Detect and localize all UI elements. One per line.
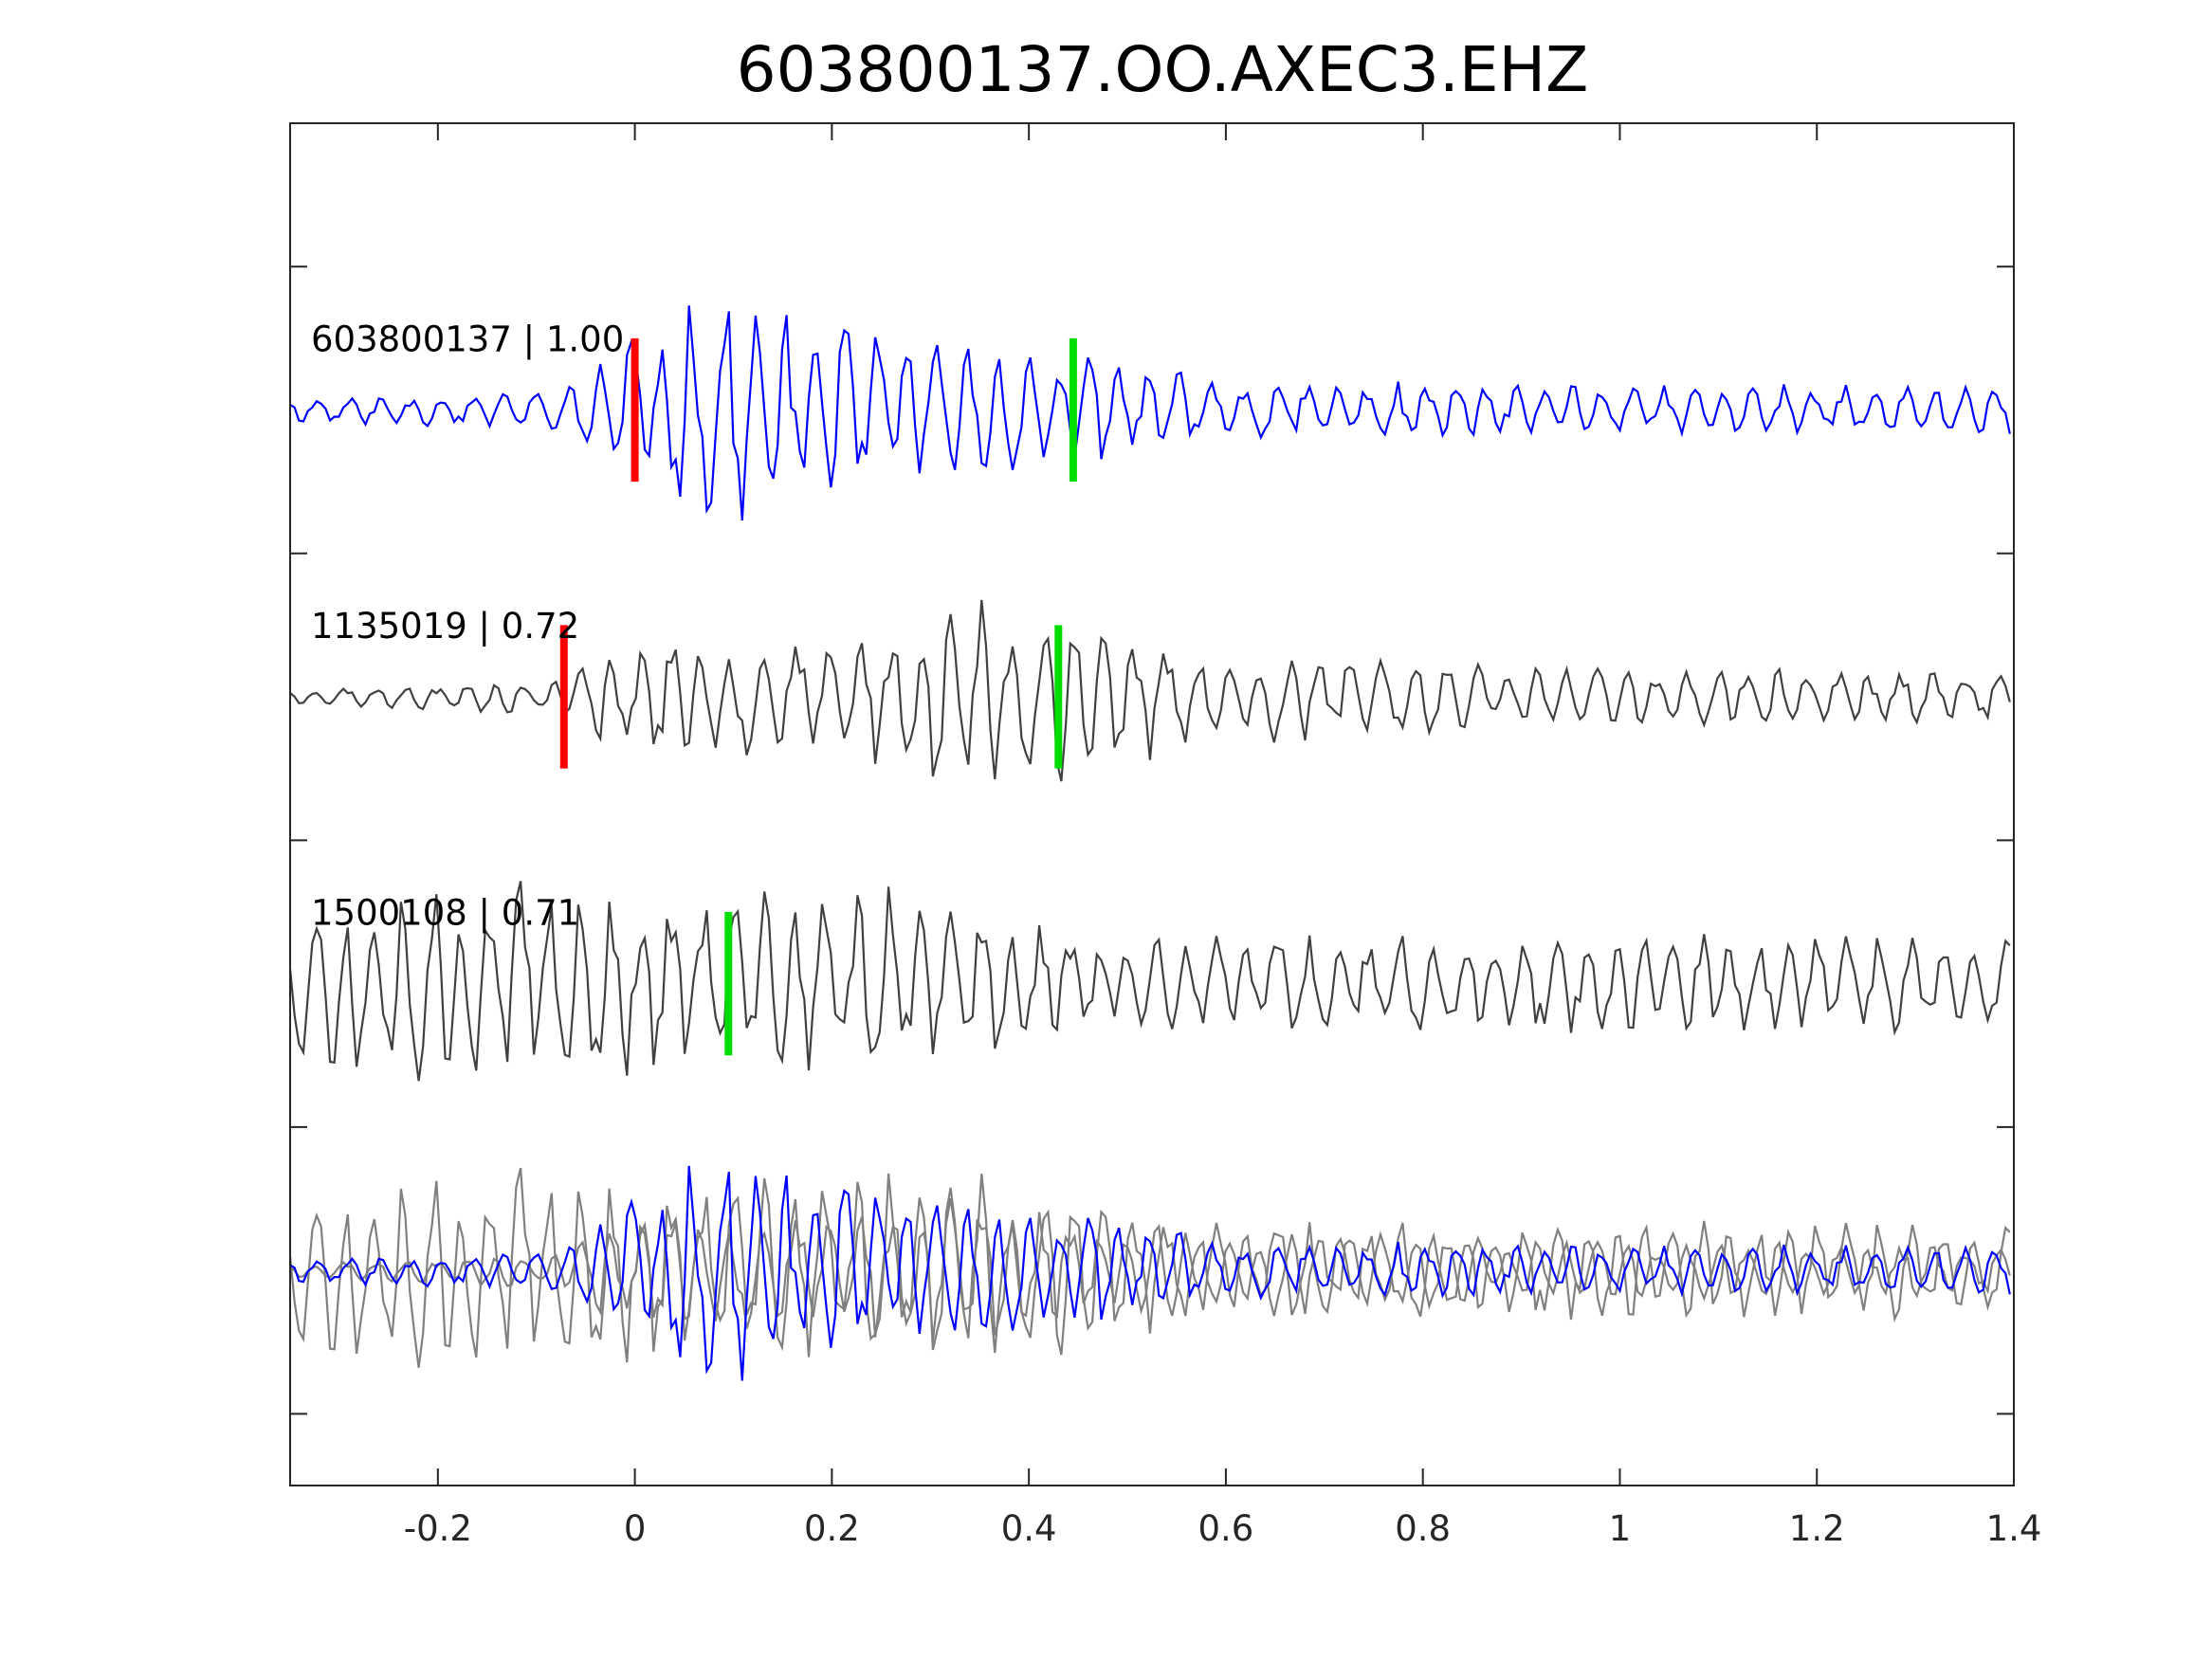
trace-label-2: 1135019 | 0.72 (311, 606, 579, 647)
x-tick-label: -0.2 (404, 1508, 472, 1549)
trace-label-3: 1500108 | 0.71 (311, 893, 579, 934)
stack-group (288, 1165, 2011, 1381)
trace-1 (289, 305, 2011, 520)
trace-labels-group: 603800137 | 1.00 1135019 | 0.72 1500108 | … (311, 319, 624, 934)
stacked-trace-2 (288, 1167, 2011, 1368)
stacked-trace-1 (289, 1173, 2011, 1356)
x-tick-label: 0.2 (804, 1508, 860, 1549)
x-tick-label: 1 (1609, 1508, 1632, 1549)
stacked-trace-template (289, 1165, 2011, 1381)
picks-group (559, 337, 1077, 1056)
axes-group: -0.2 0 0.2 0.4 0.6 0.8 1 1.2 1.4 (289, 122, 2042, 1549)
x-tick-label: 1.2 (1789, 1508, 1845, 1549)
traces-group (288, 305, 2011, 1381)
chart-title: 603800137.OO.AXEC3.EHZ (737, 33, 1589, 106)
x-tick-label: 0.4 (1001, 1508, 1057, 1549)
trace-label-1: 603800137 | 1.00 (311, 319, 624, 360)
trace-3 (288, 881, 2011, 1082)
x-tick-label: 0 (624, 1508, 647, 1549)
plot-frame (289, 122, 2015, 1486)
x-tick-label: 0.8 (1395, 1508, 1451, 1549)
x-tick-label: 0.6 (1197, 1508, 1253, 1549)
x-tick-label: 1.4 (1986, 1508, 2042, 1549)
trace-2 (289, 599, 2011, 782)
